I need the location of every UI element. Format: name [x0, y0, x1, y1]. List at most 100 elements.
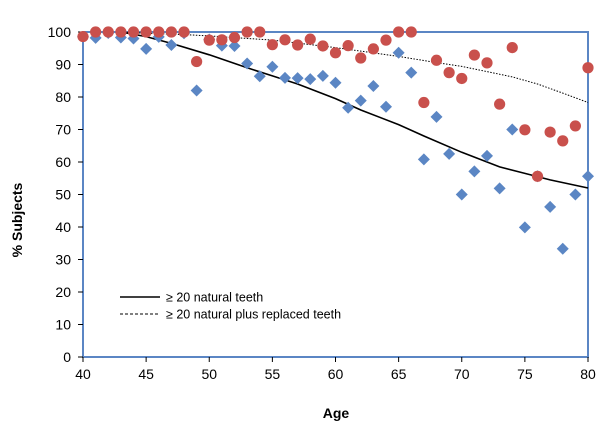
y-tick-label: 50 [55, 187, 71, 203]
x-tick-label: 60 [328, 366, 344, 382]
x-axis: 40 45 50 55 60 65 70 75 80 [75, 357, 596, 382]
diamond-point [380, 100, 392, 113]
circle-point [430, 54, 443, 66]
x-tick-label: 45 [138, 366, 154, 382]
circle-point [342, 40, 354, 52]
diamond-point [392, 46, 405, 59]
circle-point [468, 49, 480, 61]
circle-point [544, 126, 556, 138]
circle-point [140, 26, 152, 38]
diamond-point [165, 39, 178, 51]
x-axis-title: Age [323, 405, 350, 421]
trend-lines [120, 31, 589, 189]
y-tick-label: 30 [55, 252, 71, 268]
circle-point [569, 120, 581, 132]
circle-point [203, 34, 215, 46]
diamond-point [140, 42, 153, 55]
diamond-point [468, 165, 481, 178]
y-tick-label: 20 [55, 284, 71, 300]
data-markers [77, 26, 594, 255]
circle-point [329, 47, 342, 59]
circle-point [178, 26, 190, 38]
legend-label: ≥ 20 natural teeth [166, 291, 263, 305]
circle-point [443, 67, 455, 79]
diamond-point [556, 242, 569, 255]
y-tick-label: 10 [55, 317, 71, 333]
circle-point [405, 26, 417, 38]
diamond-point [493, 182, 506, 195]
circle-point [304, 33, 316, 45]
circle-point [531, 170, 544, 182]
circle-point [90, 26, 102, 38]
circle-point [367, 43, 379, 55]
diamond-point [329, 76, 342, 89]
diamond-point [89, 31, 102, 44]
x-tick-label: 70 [454, 366, 470, 382]
y-tick-label: 40 [55, 219, 71, 235]
circle-point [557, 135, 569, 147]
diamond-point [417, 153, 430, 166]
diamond-point [266, 60, 279, 73]
diamond-point [569, 188, 582, 201]
y-axis-title: % Subjects [9, 182, 25, 257]
diamond-point [544, 200, 557, 213]
x-tick-label: 55 [265, 366, 281, 382]
diamond-point [506, 123, 519, 136]
circle-point [481, 57, 493, 69]
diamond-point [443, 147, 456, 160]
legend-label: ≥ 20 natural plus replaced teeth [166, 308, 341, 322]
x-tick-label: 40 [75, 366, 91, 382]
circle-point [519, 124, 531, 136]
y-tick-label: 80 [55, 89, 71, 105]
circle-point [77, 30, 89, 43]
circle-point [254, 26, 266, 38]
diamond-point [354, 94, 367, 107]
x-tick-label: 65 [391, 366, 407, 382]
x-tick-label: 50 [201, 366, 217, 382]
circle-point [418, 96, 430, 109]
legend: ≥ 20 natural teeth ≥ 20 natural plus repl… [120, 291, 341, 322]
circle-point [456, 72, 468, 85]
circle-point [228, 31, 241, 44]
diamond-point [367, 79, 380, 92]
diamond-point [190, 84, 203, 97]
diamond-point [316, 69, 329, 82]
circle-point [216, 34, 228, 46]
circle-point [165, 26, 177, 38]
circle-point [355, 52, 367, 64]
natural-teeth-line [120, 31, 589, 189]
circle-point [506, 42, 518, 54]
circle-point [191, 55, 203, 68]
diamond-point [455, 188, 468, 201]
circle-point [494, 98, 506, 110]
diamond-point [241, 57, 254, 70]
y-tick-label: 100 [48, 24, 72, 40]
diamond-point [228, 39, 241, 52]
diamond-point [481, 149, 493, 162]
y-tick-label: 0 [63, 349, 71, 365]
diamond-point [304, 73, 317, 86]
diamond-point [291, 72, 304, 85]
diamond-point [405, 66, 418, 79]
circle-point [102, 26, 114, 38]
circle-point [266, 39, 278, 51]
circle-point [393, 26, 405, 38]
x-tick-label: 80 [580, 366, 596, 382]
y-tick-label: 60 [55, 154, 71, 170]
natural-plus-replaced-line [120, 31, 589, 103]
circle-point [292, 39, 304, 51]
x-tick-label: 75 [517, 366, 533, 382]
diamond-point [279, 71, 291, 84]
circle-point [241, 26, 253, 38]
circle-point [127, 26, 140, 38]
diamond-point [253, 70, 266, 83]
diamond-point [518, 221, 531, 234]
y-tick-label: 70 [55, 122, 71, 138]
diamond-point [342, 101, 355, 114]
circle-point [582, 62, 594, 74]
circle-point [317, 40, 329, 52]
y-axis: 0 10 20 30 40 50 60 70 80 90 100 [48, 24, 83, 365]
circle-point [279, 34, 291, 46]
diamond-point [582, 170, 594, 183]
